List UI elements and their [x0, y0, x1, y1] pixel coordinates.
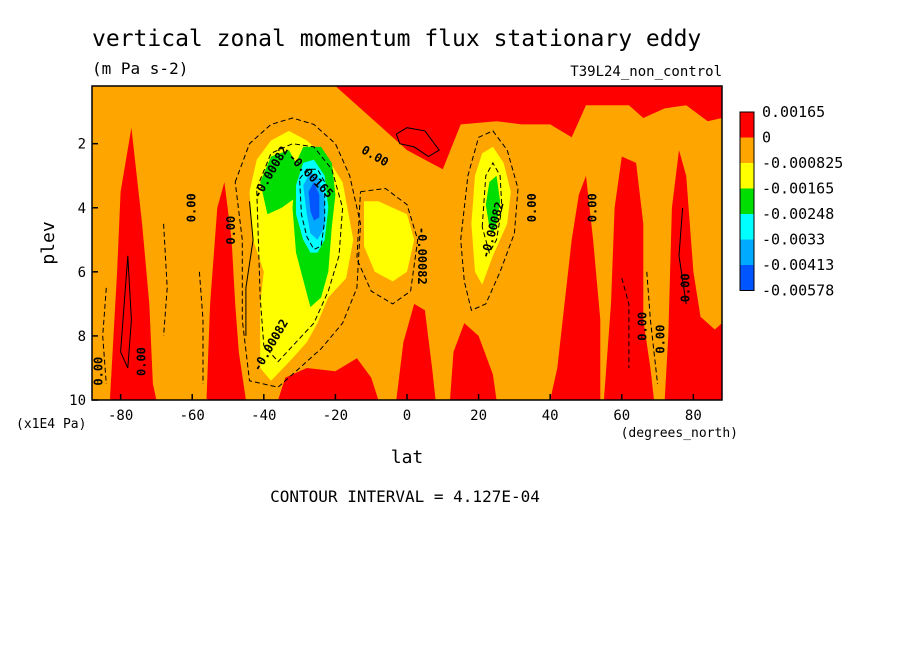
legend-swatch-0: [740, 112, 754, 138]
legend-frame: [739, 111, 755, 291]
legend-swatch-4: [740, 214, 754, 240]
contour-line-14: [646, 271, 659, 385]
y-tick-label-0: 2: [78, 137, 86, 153]
legend-label-4: -0.00248: [762, 205, 834, 223]
contour-line-8: [460, 130, 519, 311]
contour-region-18: [308, 182, 320, 221]
x-tick-label-8: 80: [685, 408, 702, 424]
y-tick-label-1: 4: [78, 201, 86, 217]
filled-regions: [92, 86, 722, 400]
contour-label-10: 0.00: [586, 193, 600, 222]
contour-label-1: 0.00: [135, 347, 149, 376]
chart-units: (m Pa s-2): [92, 59, 188, 78]
contour-line-11: [163, 223, 168, 336]
chart-title: vertical zonal momentum flux stationary …: [92, 26, 701, 52]
legend-label-5: -0.0033: [762, 231, 825, 249]
contour-line-6: [299, 168, 326, 251]
contour-line-10: [198, 271, 204, 384]
contour-interval: CONTOUR INTERVAL = 4.127E-04: [270, 487, 540, 506]
contour-line-7: [356, 187, 419, 305]
contour-region-13: [260, 150, 300, 215]
contour-label-0: 0.00: [92, 357, 106, 386]
legend-label-1: 0: [762, 129, 771, 147]
contour-label-13: 0.00: [654, 325, 668, 354]
contour-label-3: 0.00: [224, 216, 238, 245]
x-tick-label-5: 20: [470, 408, 487, 424]
legend-label-0: 0.00165: [762, 103, 825, 121]
y-tick-label-3: 8: [78, 329, 86, 345]
x-tick-label-1: -60: [180, 408, 205, 424]
contour-line-4: [234, 117, 362, 388]
contour-region-8: [603, 156, 654, 400]
contour-label-9: 0.00: [525, 193, 539, 222]
color-legend: 0.00165 0 -0.000825 -0.00165 -0.00248 -0.0033…: [739, 103, 843, 300]
x-tick-label-4: 0: [403, 408, 411, 424]
y-axis-units: (x1E4 Pa): [16, 417, 86, 432]
x-tick-label-7: 60: [613, 408, 630, 424]
x-tick-label-3: -20: [323, 408, 348, 424]
x-tick-label-0: -80: [108, 408, 133, 424]
contour-lines: [102, 117, 687, 388]
legend-swatch-6: [740, 265, 754, 291]
contour-region-5: [396, 303, 436, 400]
contour-label-12: 0.00: [636, 312, 650, 341]
legend-swatch-3: [740, 188, 754, 214]
contour-region-15: [485, 175, 501, 234]
x-tick-label-6: 40: [542, 408, 559, 424]
contour-region-9: [664, 150, 722, 400]
legend-label-7: -0.00578: [762, 282, 834, 300]
x-tick-label-2: -40: [251, 408, 276, 424]
x-axis: -80 -60 -40 -20 0 20 40 60 80: [108, 394, 702, 424]
contour-line-12: [102, 287, 107, 385]
contour-line-5: [256, 143, 344, 363]
contour-region-7: [550, 175, 601, 400]
contour-region-11: [364, 201, 415, 282]
contour-line-3: [678, 207, 687, 304]
contour-region-4: [278, 358, 379, 400]
legend-swatch-5: [740, 239, 754, 265]
y-tick-label-4: 10: [69, 393, 86, 409]
contour-line-13: [621, 278, 630, 368]
contour-region-2: [109, 127, 157, 400]
dataset-name: T39L24_non_control: [570, 64, 722, 80]
contour-line-0: [395, 127, 440, 158]
legend-label-2: -0.000825: [762, 154, 843, 172]
contour-region-6: [450, 323, 497, 400]
contour-line-2: [245, 201, 254, 336]
contour-region-3: [206, 182, 246, 400]
contour-label-2: 0.00: [185, 193, 199, 222]
legend-swatch-2: [740, 163, 754, 189]
legend-label-3: -0.00165: [762, 180, 834, 198]
contour-line-9: [481, 161, 503, 254]
contour-line-1: [120, 255, 132, 369]
legend-label-6: -0.00413: [762, 256, 834, 274]
y-axis: 2 4 6 8 10: [69, 137, 98, 409]
contour-label-14: 0.00: [679, 273, 693, 302]
y-tick-label-2: 6: [78, 265, 86, 281]
plot-area: 0.00 0.000.000.00-0.00082-0.00165 0.00-0.0…: [92, 86, 722, 400]
contour-label-7: -0.00082: [415, 227, 429, 285]
legend-swatch-1: [740, 137, 754, 163]
x-axis-units: (degrees_north): [621, 426, 738, 441]
y-axis-label: plev: [38, 221, 59, 264]
x-axis-label: lat: [391, 447, 424, 468]
